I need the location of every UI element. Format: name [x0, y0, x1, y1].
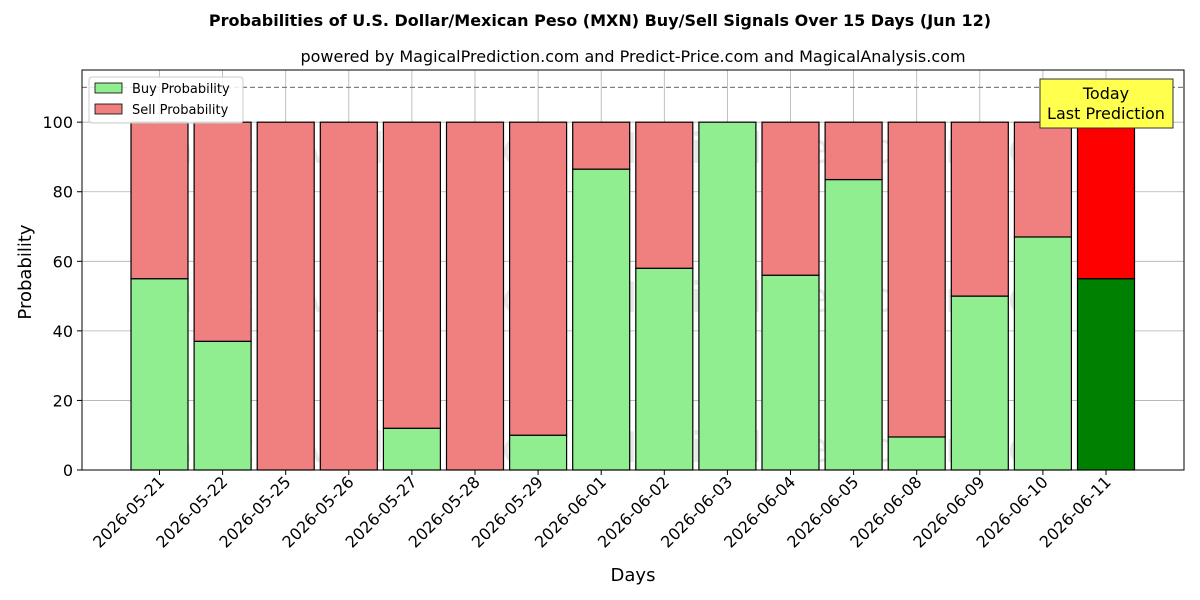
annotation-box: [1039, 78, 1174, 129]
sell-bar: [509, 121, 568, 436]
buy-bar: [761, 274, 820, 471]
plot-frame: [81, 69, 1185, 471]
sell-bar: [1013, 121, 1073, 238]
y-tick-label: 80: [53, 183, 73, 202]
legend-label: Sell Probability: [132, 103, 229, 118]
y-tick-label: 40: [53, 322, 73, 341]
buy-bar: [635, 267, 694, 471]
buy-bar: [887, 436, 946, 471]
sell-bar: [1076, 121, 1136, 280]
bars-layer: [82, 86, 1184, 471]
sell-bar: [130, 121, 189, 280]
sell-bar: [887, 121, 946, 438]
y-tick-label: 100: [42, 113, 73, 132]
buy-bar: [1013, 236, 1073, 471]
buy-bar: [193, 340, 252, 471]
y-tick-label: 0: [63, 461, 73, 480]
buy-bar: [130, 278, 189, 471]
sell-bar: [950, 121, 1009, 297]
sell-bar: [193, 121, 252, 342]
buy-bar: [1076, 278, 1136, 471]
annotation-text: Today: [1082, 84, 1129, 103]
chart-title: Probabilities of U.S. Dollar/Mexican Pes…: [209, 11, 991, 30]
legend-label: Buy Probability: [132, 82, 230, 97]
sell-bar: [319, 121, 378, 471]
annotation-text: Last Prediction: [1047, 104, 1165, 123]
sell-bar: [382, 121, 441, 429]
legend-swatch: [94, 82, 123, 94]
legend-box: [88, 76, 244, 124]
sell-bar: [256, 121, 315, 471]
sell-bar: [824, 121, 883, 181]
sell-bar: [445, 121, 505, 471]
buy-bar: [509, 434, 568, 471]
y-tick-label: 20: [53, 391, 73, 410]
legend: Buy Probability Sell Probability: [88, 76, 244, 124]
buy-bar: [950, 295, 1009, 471]
sell-bar: [635, 121, 694, 269]
legend-swatch: [94, 103, 123, 115]
sell-bar: [572, 121, 631, 170]
chart-subtitle: powered by MagicalPrediction.com and Pre…: [300, 47, 965, 66]
sell-bar: [761, 121, 820, 276]
y-tick-label: 60: [53, 252, 73, 271]
buy-bar: [382, 427, 441, 471]
y-axis-label: Probability: [15, 224, 36, 319]
buy-bar: [824, 178, 883, 471]
x-axis-label: Days: [611, 565, 656, 586]
buy-bar: [698, 121, 757, 471]
buy-bar: [572, 168, 631, 471]
